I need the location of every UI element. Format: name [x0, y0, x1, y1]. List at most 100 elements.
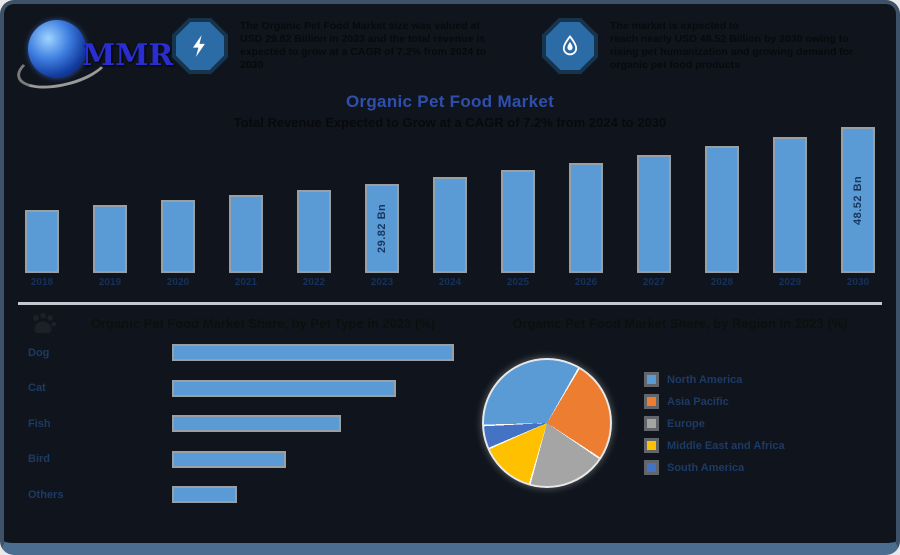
page-title: Organic Pet Food Market: [345, 92, 555, 111]
header-text-line: rising pet humanization and growing dema…: [610, 46, 854, 58]
x-axis-label: 2022: [302, 277, 326, 288]
horizontal-bars: Dog Cat Fish Bird Others: [22, 344, 464, 522]
legend-item-2: Asia Pacific: [644, 394, 785, 409]
region-chart-section: Organic Pet Food Market Share, by Region…: [472, 310, 888, 525]
legend-swatch-box: [644, 460, 659, 475]
bar-cat: [172, 379, 396, 397]
bar-column: 2026: [566, 163, 606, 288]
bar-2027: [637, 155, 671, 273]
x-axis-label: 2019: [98, 277, 122, 288]
x-axis-label: 2018: [30, 277, 54, 288]
x-axis-label: 2020: [166, 277, 190, 288]
pet-type-label: Fish: [28, 417, 51, 430]
pet-type-label: Others: [28, 488, 64, 501]
legend-label: Middle East and Africa: [667, 439, 785, 452]
legend-item-1: North America: [644, 372, 785, 387]
header-text-line: USD 29.82 Billion in 2023 and the total …: [240, 33, 486, 45]
bar-2021: [229, 195, 263, 273]
pet-type-label: Cat: [28, 382, 46, 394]
pet-type-row: Dog: [22, 344, 464, 361]
bar-column: 2021: [226, 195, 266, 288]
x-axis-label: 2027: [642, 277, 666, 288]
header-badge-1-text: The Organic Pet Food Market size was val…: [240, 18, 486, 72]
x-axis-label: 2024: [438, 277, 462, 288]
lightning-icon: [172, 18, 228, 74]
region-chart-title: Organic Pet Food Market Share, by Region…: [512, 316, 848, 331]
bar-2020: [161, 200, 195, 273]
legend-swatch: [647, 419, 656, 428]
legend-swatch: [647, 441, 656, 450]
vertical-bars: 2018 2019 2020 2021 2022 29.82 Bn 2023 2024 2025…: [22, 127, 878, 288]
bar-2023: 29.82 Bn: [365, 184, 399, 273]
pet-type-row: Fish: [22, 415, 464, 432]
bar-column: 2025: [498, 170, 538, 288]
legend-swatch-box: [644, 438, 659, 453]
bar-2024: [433, 177, 467, 273]
header-badge-1: The Organic Pet Food Market size was val…: [172, 18, 532, 74]
legend-swatch: [647, 397, 656, 406]
bar-column: 2018: [22, 210, 62, 288]
page-subtitle: Total Revenue Expected to Grow at a CAGR…: [233, 115, 667, 130]
legend-label: Asia Pacific: [667, 395, 729, 408]
legend-label: Europe: [667, 417, 705, 430]
bar-2030: 48.52 Bn: [841, 127, 875, 273]
header-text-line: expected to grow at a CAGR of 7.2% from …: [240, 46, 487, 58]
x-axis-label: 2029: [778, 277, 802, 288]
x-axis-label: 2023: [370, 277, 394, 288]
bar-bird: [172, 450, 286, 468]
legend-item-3: Europe: [644, 416, 785, 431]
bar-column: 2028: [702, 146, 742, 288]
bar-column: 29.82 Bn 2023: [362, 184, 402, 288]
section-divider: [18, 302, 882, 305]
x-axis-label: 2030: [846, 277, 870, 288]
bar-column: 2027: [634, 155, 674, 288]
bar-2022: [297, 190, 331, 273]
legend-item-5: South America: [644, 460, 785, 475]
x-axis-label: 2026: [574, 277, 598, 288]
globe-icon: [28, 20, 86, 78]
bar-fish: [172, 415, 341, 432]
pet-type-chart-section: Organic Pet Food Market Share, by Pet Ty…: [22, 310, 464, 525]
pet-type-row: Others: [22, 486, 464, 503]
header-text-line: reach nearly USD 48.52 Billion by 2030 o…: [610, 33, 849, 45]
legend-label: South America: [667, 461, 745, 474]
bar-dog: [172, 344, 454, 361]
bar-column: 2029: [770, 137, 810, 288]
bar-others: [172, 486, 237, 503]
mmr-logo: MMR: [12, 16, 173, 97]
bar-2019: [93, 205, 127, 273]
bar-2025: [501, 170, 535, 273]
bar-2026: [569, 163, 603, 273]
pet-type-label: Bird: [28, 453, 50, 465]
legend-swatch-box: [644, 394, 659, 409]
legend-swatch: [647, 463, 656, 472]
bar-value-label: 29.82 Bn: [376, 203, 388, 254]
legend-item-4: Middle East and Africa: [644, 438, 785, 453]
pet-type-label: Dog: [28, 346, 50, 359]
header-text-line: organic pet food products: [610, 59, 741, 71]
bar-column: 48.52 Bn 2030: [838, 127, 878, 288]
paw-icon: [33, 312, 57, 334]
bar-column: 2022: [294, 190, 334, 288]
x-axis-label: 2021: [234, 277, 258, 288]
region-pie-chart: [482, 358, 612, 488]
legend-swatch-box: [644, 416, 659, 431]
pie-legend: North America Asia Pacific Europe Middle Ea…: [644, 372, 785, 482]
legend-swatch: [647, 375, 656, 384]
x-axis-label: 2028: [710, 277, 734, 288]
droplet-icon: [542, 18, 598, 74]
bar-column: 2020: [158, 200, 198, 288]
vertical-bar-chart: 2018 2019 2020 2021 2022 29.82 Bn 2023 2024 2025…: [22, 127, 878, 301]
header-badge-2-text: The market is expected to reach nearly US…: [610, 18, 853, 72]
bar-column: 2024: [430, 177, 470, 288]
header-badge-2: The market is expected to reach nearly US…: [542, 18, 892, 74]
bar-2018: [25, 210, 59, 273]
x-axis-label: 2025: [506, 277, 530, 288]
bar-2029: [773, 137, 807, 273]
bar-value-label: 48.52 Bn: [852, 175, 864, 225]
bar-2028: [705, 146, 739, 273]
pet-type-row: Bird: [22, 450, 464, 468]
header-text-line: The market is expected to: [610, 20, 739, 32]
legend-label: North America: [667, 373, 743, 386]
